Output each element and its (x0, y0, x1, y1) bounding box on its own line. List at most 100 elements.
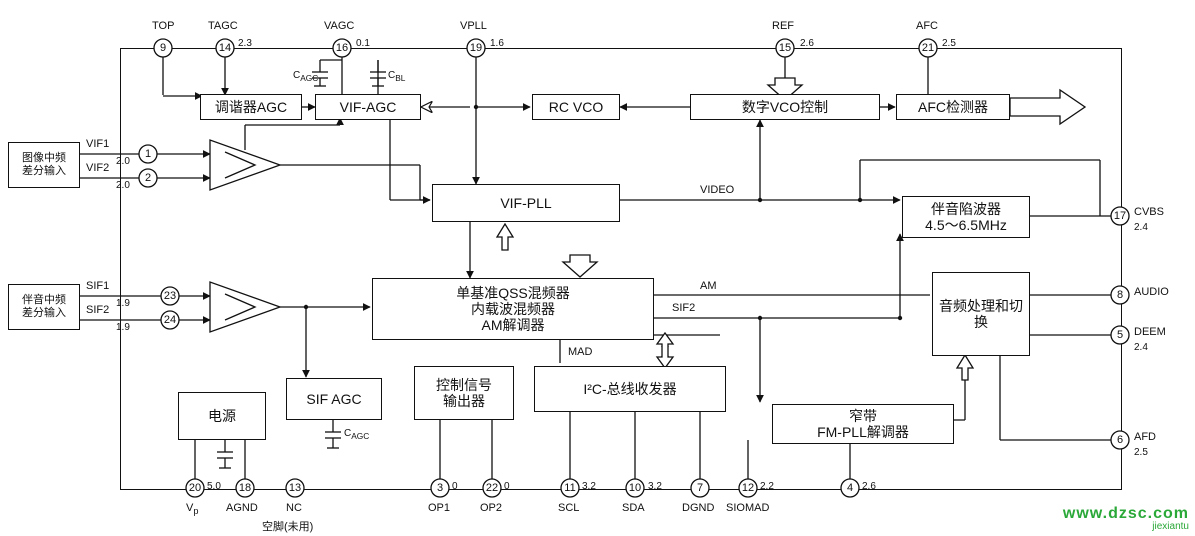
svg-text:11: 11 (564, 482, 575, 494)
afc-det-label: AFC检测器 (918, 99, 988, 115)
sif1-v: 1.9 (116, 298, 130, 309)
svg-text:13: 13 (289, 482, 301, 494)
svg-text:14: 14 (219, 42, 231, 54)
vpll-v: 1.6 (490, 38, 504, 49)
op1-v: 0 (452, 481, 458, 492)
vif-input-l1: 图像中频 (22, 152, 66, 165)
svg-text:12: 12 (742, 482, 754, 494)
tuner-agc-block: 调谐器AGC (200, 94, 302, 120)
i2c-label: I²C-总线收发器 (583, 381, 676, 397)
afc-v: 2.5 (942, 38, 956, 49)
svg-text:19: 19 (470, 42, 482, 54)
p4-v: 2.6 (862, 481, 876, 492)
svg-text:7: 7 (697, 482, 703, 494)
dgnd-name: DGND (682, 502, 714, 514)
sif1-name: SIF1 (86, 280, 109, 292)
dig-vco-label: 数字VCO控制 (742, 99, 828, 115)
scl-name: SCL (558, 502, 579, 514)
svg-text:10: 10 (629, 482, 641, 494)
sif2-name: SIF2 (86, 304, 109, 316)
svg-text:2: 2 (145, 172, 151, 184)
am-label: AM (700, 280, 717, 292)
svg-text:1: 1 (145, 148, 151, 160)
vpll-name: VPLL (460, 20, 487, 32)
sif-agc-block: SIF AGC (286, 378, 382, 420)
svg-text:20: 20 (189, 482, 201, 494)
deem-name: DEEM (1134, 326, 1166, 338)
tagc-v: 2.3 (238, 38, 252, 49)
svg-text:8: 8 (1117, 289, 1123, 301)
svg-text:23: 23 (164, 290, 176, 302)
vif-agc-label: VIF-AGC (340, 99, 397, 115)
tuner-agc-label: 调谐器AGC (215, 99, 287, 115)
vagc-v: 0.1 (356, 38, 370, 49)
dig-vco-block: 数字VCO控制 (690, 94, 880, 120)
rc-vco-block: RC VCO (532, 94, 620, 120)
vif-pll-label: VIF-PLL (500, 195, 551, 211)
cvbs-name: CVBS (1134, 206, 1164, 218)
svg-text:21: 21 (922, 42, 934, 54)
vif2-v: 2.0 (116, 180, 130, 191)
audio-label: 音频处理和切换 (933, 298, 1029, 330)
sda-name: SDA (622, 502, 645, 514)
ctrl-out-l1: 控制信号 (436, 377, 492, 393)
svg-text:4: 4 (847, 482, 853, 494)
vif-input-block: 图像中频 差分输入 (8, 142, 80, 188)
vif2-name: VIF2 (86, 162, 109, 174)
sif2-label: SIF2 (672, 302, 695, 314)
audio-out-name: AUDIO (1134, 286, 1169, 298)
qss-block: 单基准QSS混频器 内载波混频器 AM解调器 (372, 278, 654, 340)
cagc-label: CAGC (293, 70, 318, 83)
svg-text:16: 16 (336, 42, 348, 54)
power-block: 电源 (178, 392, 266, 440)
ctrl-out-block: 控制信号 输出器 (414, 366, 514, 420)
sif-agc-label: SIF AGC (306, 391, 361, 407)
audio-block: 音频处理和切换 (932, 272, 1030, 356)
svg-text:5: 5 (1117, 329, 1123, 341)
svg-text:15: 15 (779, 42, 791, 54)
top-name: TOP (152, 20, 174, 32)
afd-name: AFD (1134, 431, 1156, 443)
rc-vco-label: RC VCO (549, 99, 603, 115)
video-label: VIDEO (700, 184, 734, 196)
svg-text:3: 3 (437, 482, 443, 494)
power-label: 电源 (208, 408, 236, 424)
qss-l2: 内载波混频器 (471, 301, 555, 317)
vif-input-l2: 差分输入 (22, 165, 66, 178)
watermark: www.dzsc.com jiexiantu (1063, 506, 1189, 532)
vp-v: 5.0 (207, 481, 221, 492)
sif-input-block: 伴音中频 差分输入 (8, 284, 80, 330)
tagc-name: TAGC (208, 20, 238, 32)
afc-name: AFC (916, 20, 938, 32)
trap-l1: 伴音陷波器 (931, 201, 1001, 217)
mad-label: MAD (568, 346, 592, 358)
nc-note: 空脚(未用) (262, 518, 313, 534)
afc-det-block: AFC检测器 (896, 94, 1010, 120)
op1-name: OP1 (428, 502, 450, 514)
op2-v: 0 (504, 481, 510, 492)
vif-pll-block: VIF-PLL (432, 184, 620, 222)
fmpll-l2: FM-PLL解调器 (817, 424, 909, 440)
qss-l1: 单基准QSS混频器 (456, 285, 570, 301)
ref-name: REF (772, 20, 794, 32)
vif1-name: VIF1 (86, 138, 109, 150)
ref-v: 2.6 (800, 38, 814, 49)
cagc2-label: CAGC (344, 428, 369, 441)
svg-text:6: 6 (1117, 434, 1123, 446)
sif-input-l1: 伴音中频 (22, 294, 66, 307)
svg-text:9: 9 (160, 42, 166, 54)
vp-name: Vp (186, 502, 198, 516)
watermark-l1: www.dzsc.com (1063, 506, 1189, 522)
scl-v: 3.2 (582, 481, 596, 492)
vif1-v: 2.0 (116, 156, 130, 167)
svg-text:22: 22 (486, 482, 498, 494)
vif-agc-block: VIF-AGC (315, 94, 421, 120)
trap-block: 伴音陷波器 4.5～6.5MHz (902, 196, 1030, 238)
afd-v: 2.5 (1134, 447, 1148, 458)
agnd-name: AGND (226, 502, 258, 514)
sif2-v: 1.9 (116, 322, 130, 333)
cbl-label: CBL (388, 70, 405, 83)
nc-name: NC (286, 502, 302, 514)
qss-l3: AM解调器 (482, 317, 545, 333)
i2c-block: I²C-总线收发器 (534, 366, 726, 412)
